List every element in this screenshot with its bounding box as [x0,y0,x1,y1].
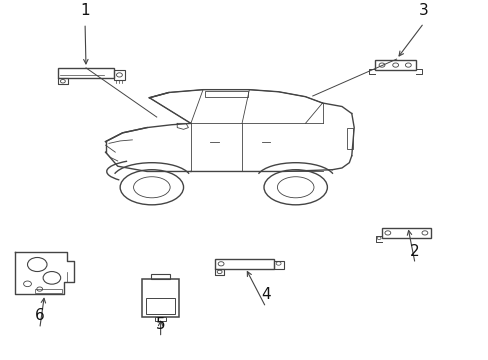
Text: 2: 2 [409,244,419,258]
Text: 6: 6 [35,309,44,324]
Text: 3: 3 [418,3,428,18]
Text: 4: 4 [261,287,270,302]
Text: 5: 5 [156,317,165,332]
Text: 1: 1 [80,3,90,18]
